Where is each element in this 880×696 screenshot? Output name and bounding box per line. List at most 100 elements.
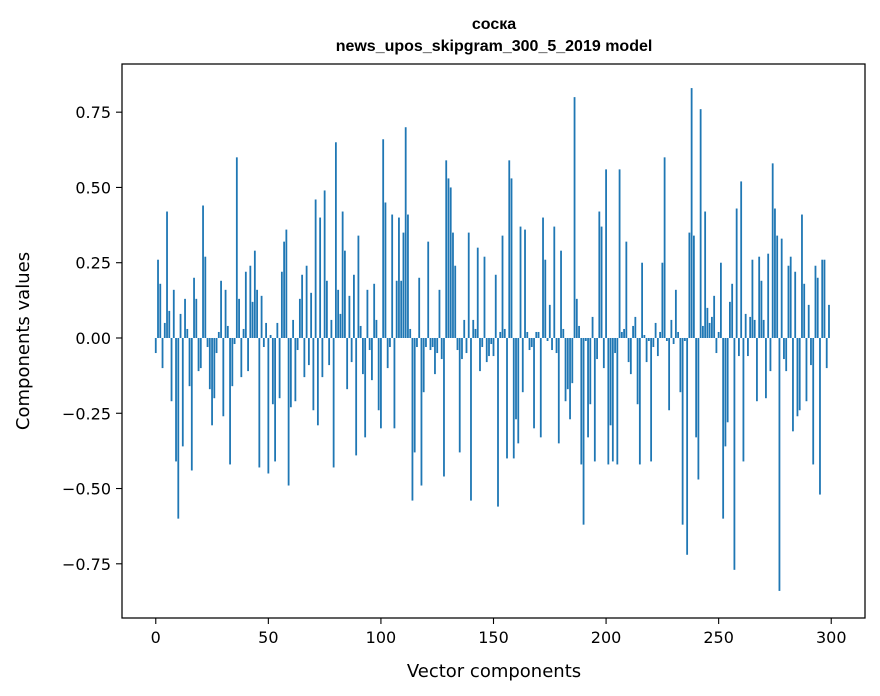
- bar-235: [683, 337, 686, 341]
- bar-47: [260, 295, 263, 338]
- bar-135: [458, 337, 461, 453]
- bar-8: [172, 289, 175, 338]
- x-tick-label: 200: [591, 628, 622, 647]
- bar-27: [215, 337, 218, 354]
- bar-218: [645, 337, 648, 363]
- bar-85: [346, 337, 349, 390]
- bar-16: [190, 337, 193, 471]
- bar-63: [296, 337, 299, 351]
- bar-89: [355, 337, 358, 456]
- bar-231: [674, 289, 677, 338]
- bar-296: [821, 259, 824, 338]
- bar-217: [643, 334, 646, 338]
- bar-171: [539, 337, 542, 438]
- bar-192: [587, 337, 589, 438]
- bar-49: [265, 322, 267, 338]
- bar-222: [654, 322, 657, 338]
- bar-289: [805, 337, 808, 402]
- bar-12: [181, 337, 184, 447]
- bar-101: [382, 139, 385, 338]
- bar-14: [186, 328, 189, 338]
- bar-257: [733, 337, 736, 570]
- bar-141: [472, 319, 475, 338]
- bar-68: [307, 337, 310, 366]
- bar-249: [715, 337, 718, 354]
- bar-277: [778, 337, 781, 591]
- bar-157: [508, 160, 511, 338]
- bar-71: [314, 199, 317, 338]
- bar-162: [519, 226, 522, 338]
- bar-86: [348, 295, 351, 338]
- bar-28: [217, 331, 220, 338]
- bar-3: [161, 337, 164, 369]
- x-tick-label: 100: [366, 628, 397, 647]
- bar-83: [341, 211, 344, 338]
- bar-166: [528, 337, 531, 351]
- bar-285: [796, 337, 799, 417]
- bar-216: [641, 262, 643, 338]
- bar-239: [692, 235, 695, 338]
- bar-139: [467, 232, 470, 338]
- x-tick-label: 50: [258, 628, 278, 647]
- bar-228: [668, 337, 671, 411]
- bar-255: [729, 301, 731, 338]
- bar-163: [521, 337, 524, 393]
- bar-256: [731, 283, 734, 338]
- bar-117: [418, 277, 421, 338]
- bar-103: [386, 337, 389, 369]
- bar-212: [632, 325, 634, 338]
- bar-290: [807, 304, 810, 338]
- bar-207: [620, 331, 623, 338]
- bar-32: [226, 325, 229, 338]
- bar-62: [294, 337, 297, 402]
- bar-37: [238, 298, 240, 338]
- bar-82: [339, 313, 342, 338]
- bar-275: [774, 208, 776, 338]
- bar-92: [362, 337, 364, 375]
- bar-182: [564, 337, 567, 402]
- bar-39: [242, 328, 245, 338]
- bar-30: [222, 337, 225, 417]
- bar-33: [229, 337, 231, 465]
- bar-145: [481, 337, 484, 348]
- y-tick-label: −0.25: [62, 404, 111, 423]
- bar-112: [407, 214, 409, 338]
- bar-158: [510, 178, 513, 338]
- bar-137: [463, 319, 466, 338]
- bar-97: [373, 283, 376, 338]
- bar-203: [611, 337, 614, 462]
- bar-59: [287, 337, 290, 486]
- bar-95: [368, 337, 371, 351]
- bar-131: [449, 187, 452, 338]
- bar-172: [542, 217, 544, 338]
- bar-266: [753, 319, 756, 338]
- y-tick-label: −0.50: [62, 480, 111, 499]
- bar-113: [409, 328, 412, 338]
- bar-105: [391, 214, 394, 338]
- bar-76: [325, 280, 328, 338]
- bar-294: [816, 277, 819, 338]
- bar-66: [303, 337, 306, 378]
- bar-240: [695, 337, 698, 438]
- bar-140: [470, 337, 472, 501]
- bar-298: [825, 337, 828, 369]
- bar-55: [278, 337, 281, 399]
- bar-281: [787, 265, 790, 338]
- bar-58: [285, 229, 288, 338]
- bar-220: [650, 337, 653, 462]
- bar-196: [596, 337, 598, 360]
- bar-209: [625, 241, 628, 338]
- bar-188: [578, 325, 580, 338]
- bar-230: [672, 337, 675, 345]
- bar-72: [316, 337, 319, 426]
- bar-94: [366, 289, 369, 338]
- bar-44: [253, 250, 256, 338]
- bar-48: [262, 337, 265, 348]
- bar-253: [724, 337, 727, 447]
- x-tick-label: 150: [478, 628, 509, 647]
- bar-13: [184, 298, 186, 338]
- bar-61: [292, 319, 295, 338]
- bar-23: [206, 337, 209, 348]
- bar-267: [756, 337, 758, 402]
- bar-246: [708, 322, 711, 338]
